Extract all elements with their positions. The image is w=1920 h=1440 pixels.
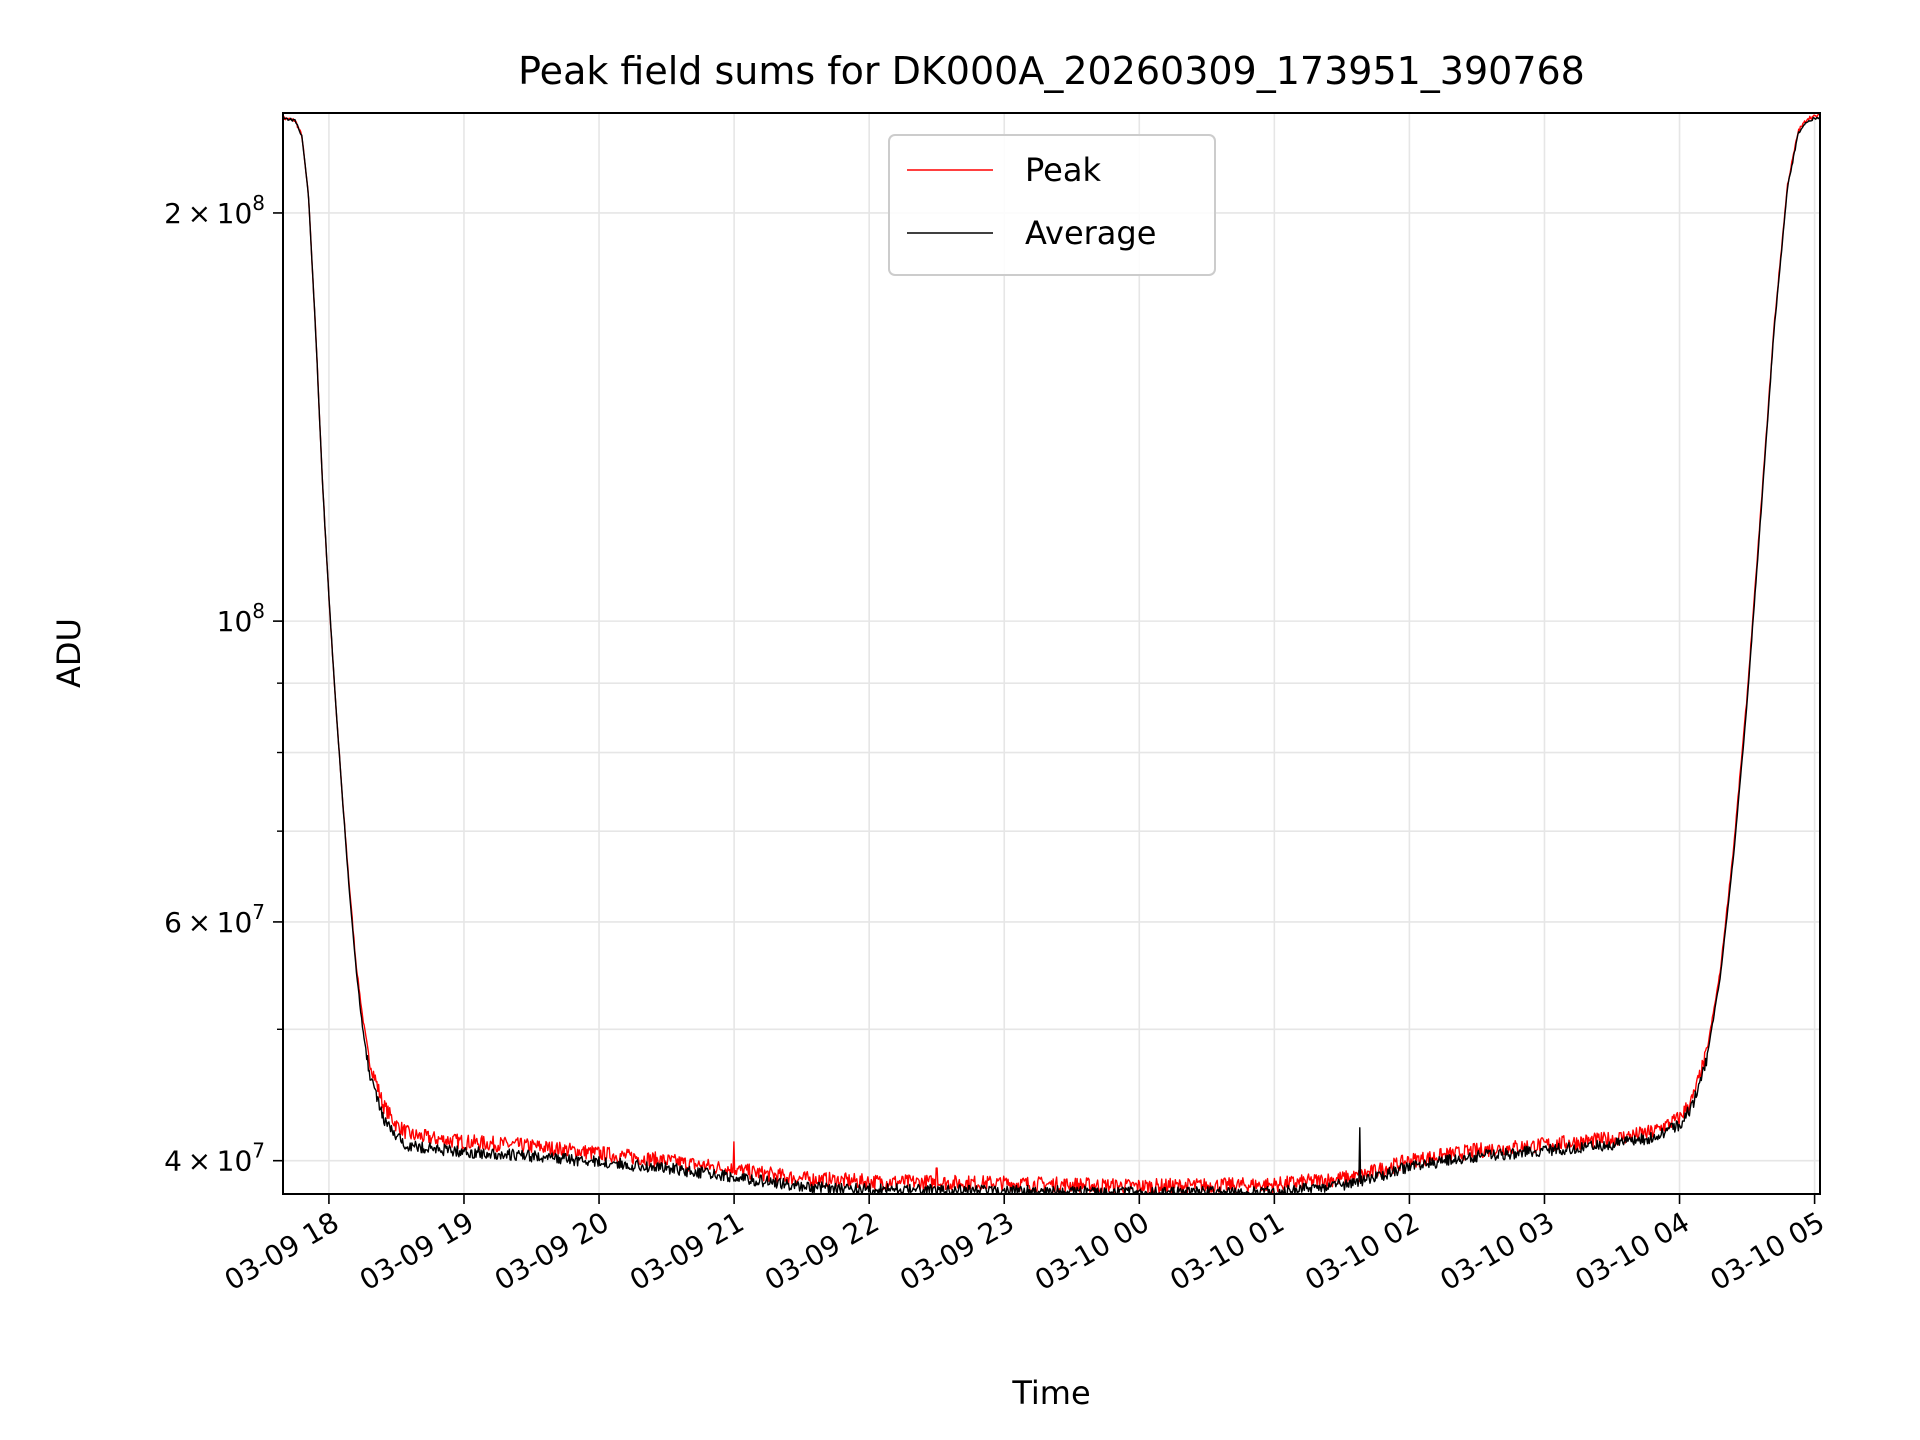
plot-frame xyxy=(282,112,1821,1195)
x-axis-label: Time xyxy=(1011,1374,1090,1412)
chart-title: Peak field sums for DK000A_20260309_1739… xyxy=(518,49,1585,93)
y-tick-label: 2 × 108 xyxy=(164,191,265,230)
y-tick-label: 4 × 107 xyxy=(164,1139,265,1178)
grid xyxy=(283,113,1820,1194)
series-line-peak xyxy=(282,113,1821,1195)
y-axis-label: ADU xyxy=(50,618,88,688)
legend-label-peak: Peak xyxy=(1025,151,1101,189)
legend-label-average: Average xyxy=(1025,214,1156,252)
y-tick-label: 6 × 107 xyxy=(164,900,265,939)
y-tick-label: 108 xyxy=(217,599,265,638)
legend: Peak Average xyxy=(888,134,1216,276)
